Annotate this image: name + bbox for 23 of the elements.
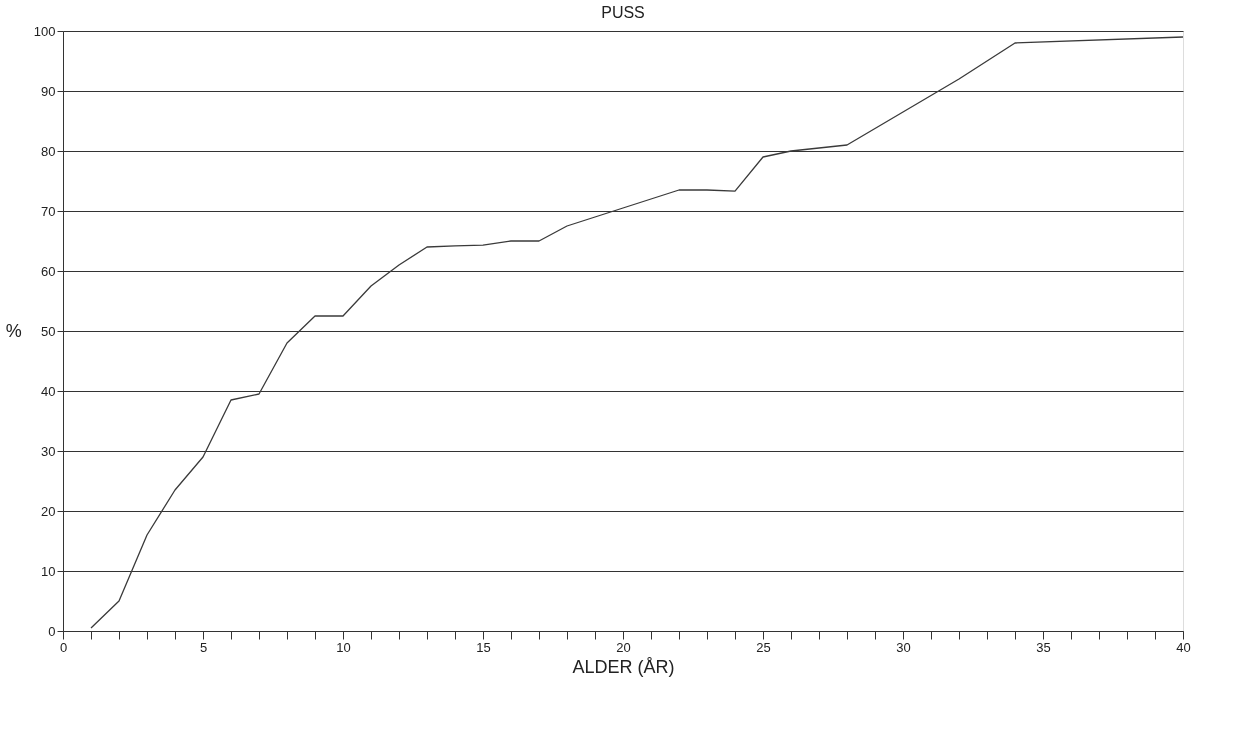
chart-title: PUSS [601,4,645,21]
y-tick-label: 80 [41,143,56,159]
y-tick-label: 20 [41,503,56,519]
x-tick-label: 40 [1176,639,1191,655]
y-tick-label: 70 [41,203,56,219]
y-tick-label: 60 [41,263,56,279]
y-tick-label: 0 [48,623,56,639]
y-tick-label: 50 [41,323,56,339]
x-tick-label: 15 [476,639,491,655]
x-tick-label: 20 [616,639,631,655]
x-tick-label: 30 [896,639,911,655]
x-tick-label: 10 [336,639,351,655]
y-axis-title: % [5,320,22,341]
x-axis-title: ALDER (ÅR) [572,656,675,677]
x-tick-label: 0 [59,639,68,655]
y-tick-label: 10 [41,563,56,579]
x-tick-label: 25 [756,639,771,655]
x-tick-label: 5 [199,639,208,655]
y-tick-label: 100 [33,23,56,39]
y-tick-label: 90 [41,83,56,99]
x-tick-label: 35 [1036,639,1051,655]
y-tick-label: 40 [41,383,56,399]
y-tick-label: 30 [41,443,56,459]
